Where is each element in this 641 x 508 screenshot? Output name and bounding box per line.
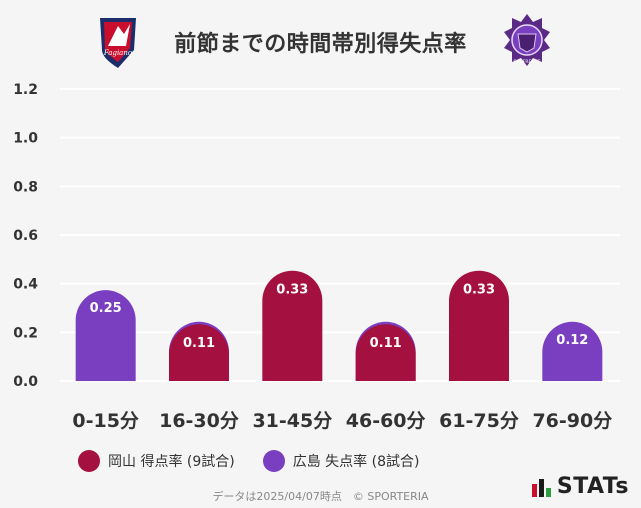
bar-okayama xyxy=(449,270,509,381)
data-label-okayama: 0.11 xyxy=(370,336,402,351)
okayama-crest-text: Fagiano xyxy=(103,49,132,57)
x-tick-label: 16-30分 xyxy=(159,410,239,432)
bar-chart: 0.0 0.2 0.4 0.6 0.8 1.0 1.2 0.25 0-15分 0.12 0.11 16… xyxy=(13,82,613,432)
x-tick-label: 46-60分 xyxy=(346,410,426,432)
hiroshima-crest-icon: SANFRECCE xyxy=(504,14,550,66)
legend-dot-okayama xyxy=(78,450,100,472)
bar-okayama xyxy=(262,270,323,381)
data-label-okayama: 0.33 xyxy=(276,283,308,298)
x-tick-label: 0-15分 xyxy=(72,410,139,432)
y-tick-label: 0.8 xyxy=(13,179,38,195)
chart-header: Fagiano 前節までの時間帯別得失点率 SANFRECCE xyxy=(0,0,641,84)
stats-logo-icon xyxy=(531,478,551,497)
bar-hiroshima xyxy=(75,290,136,381)
chart-title: 前節までの時間帯別得失点率 xyxy=(174,32,467,57)
data-label-okayama: 0.11 xyxy=(183,336,215,351)
legend-label-okayama: 岡山 得点率 (9試合) xyxy=(108,454,235,470)
hiroshima-crest-text: SANFRECCE xyxy=(513,59,540,65)
x-tick-label: 76-90分 xyxy=(532,410,612,432)
x-tick-label: 61-75分 xyxy=(439,410,519,432)
y-tick-label: 0.6 xyxy=(13,228,38,244)
y-tick-label: 0.0 xyxy=(13,374,38,390)
bar-hiroshima xyxy=(542,321,603,381)
stats-brand-text: STATs xyxy=(556,474,629,499)
stats-brand: STATs xyxy=(531,474,629,499)
data-label-hiroshima: 0.25 xyxy=(90,301,122,316)
legend-item-hiroshima: 広島 失点率 (8試合) xyxy=(262,450,420,472)
legend-dot-hiroshima xyxy=(262,450,285,472)
bar-okayama xyxy=(169,324,230,381)
footer-note: データは2025/04/07時点 © SPORTERIA xyxy=(212,490,429,503)
legend-item-okayama: 岡山 得点率 (9試合) xyxy=(78,450,235,472)
legend-label-hiroshima: 広島 失点率 (8試合) xyxy=(292,454,420,470)
legend: 岡山 得点率 (9試合) 広島 失点率 (8試合) xyxy=(78,448,419,474)
y-tick-label: 0.2 xyxy=(13,325,38,341)
data-label-okayama: 0.33 xyxy=(463,283,495,298)
y-tick-label: 0.4 xyxy=(13,277,38,293)
x-tick-label: 31-45分 xyxy=(252,410,332,432)
y-tick-label: 1.0 xyxy=(13,131,38,147)
bar-okayama xyxy=(355,324,416,381)
okayama-crest-icon: Fagiano xyxy=(100,18,136,68)
y-tick-label: 1.2 xyxy=(13,82,38,98)
data-label-hiroshima: 0.12 xyxy=(556,333,588,348)
